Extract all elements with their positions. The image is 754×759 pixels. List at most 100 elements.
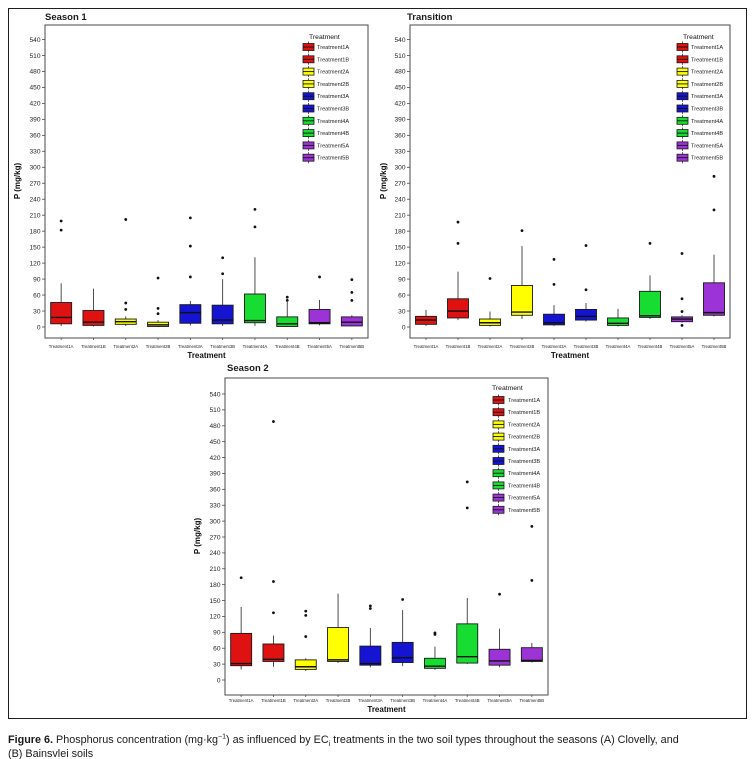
x-tick-label: Treatment4B (638, 344, 663, 349)
legend-item-label: Treatment3A (508, 447, 540, 453)
panel-title: Season 2 (227, 363, 269, 374)
y-tick-label: 0 (217, 677, 221, 684)
iqr-box (294, 659, 317, 670)
y-axis-title: P (mg/kg) (193, 518, 202, 555)
iqr-box (575, 308, 597, 321)
box-treatment3b (575, 244, 597, 322)
box-treatment4a (607, 308, 629, 327)
caption-text-2: ) as influenced by EC (226, 733, 329, 746)
legend-item-label: Treatment2B (691, 82, 723, 88)
legend-item-treatment2b: Treatment2B (676, 78, 723, 90)
legend-item-treatment2a: Treatment2A (302, 66, 349, 78)
y-tick-label: 240 (209, 550, 220, 557)
iqr-box (447, 298, 469, 319)
x-tick-label: Treatment3A (542, 344, 567, 349)
y-tick-label: 390 (29, 117, 40, 124)
x-tick-label: Treatment4A (243, 344, 268, 349)
caption-text-1: Phosphorus concentration (mg·kg (53, 733, 219, 746)
y-tick-label: 180 (394, 228, 405, 235)
x-tick-label: Treatment5A (307, 344, 332, 349)
y-tick-label: 150 (394, 244, 405, 251)
outlier-point (530, 525, 534, 528)
legend-item-treatment5a: Treatment5A (676, 139, 723, 151)
outlier-point (188, 216, 192, 220)
figure-caption: Figure 6. Phosphorus concentration (mg·k… (8, 733, 748, 759)
legend-item-treatment3b: Treatment3B (676, 103, 723, 114)
legend-item-label: Treatment5B (508, 508, 540, 514)
outlier-point (272, 420, 275, 423)
y-tick-label: 480 (209, 423, 220, 430)
legend-item-label: Treatment5B (317, 156, 349, 162)
legend: Treatment Treatment1A Treatment1B Treatment… (676, 34, 723, 164)
x-tick-label: Treatment5B (702, 344, 727, 349)
x-tick-label: Treatment3B (574, 344, 599, 349)
x-tick-label: Treatment1B (81, 344, 106, 349)
outlier-point (680, 310, 684, 313)
box-treatment3a (179, 216, 202, 326)
y-tick-label: 510 (394, 53, 405, 60)
y-tick-label: 270 (394, 181, 405, 188)
legend-item-label: Treatment5A (691, 143, 723, 149)
legend: Treatment Treatment1A Treatment1B Treatment… (302, 34, 349, 164)
panel-title: Transition (407, 12, 453, 23)
legend-item-treatment1a: Treatment1A (492, 394, 540, 406)
y-tick-label: 180 (209, 582, 220, 589)
x-tick-label: Treatment5A (487, 698, 512, 703)
outlier-point (680, 297, 684, 301)
x-tick-label: Treatment3B (210, 344, 235, 349)
x-tick-label: Treatment5B (340, 344, 365, 349)
x-tick-label: Treatment1B (446, 344, 471, 349)
y-tick-label: 180 (29, 228, 40, 235)
iqr-box (340, 316, 363, 327)
legend-item-treatment3b: Treatment3B (302, 103, 349, 114)
x-tick-label: Treatment4B (455, 698, 480, 703)
outlier-point (680, 324, 684, 327)
legend-item-label: Treatment4B (691, 131, 723, 137)
iqr-box (543, 313, 565, 326)
boxplot-transition: Transition 0 30 60 90 120 150 180 210 240 270 300 33… (379, 12, 731, 360)
iqr-box (50, 302, 73, 325)
y-tick-label: 540 (394, 37, 405, 44)
outlier-point (368, 607, 372, 610)
y-tick-label: 90 (398, 276, 406, 283)
y-tick-label: 300 (29, 165, 40, 172)
box-treatment5b (340, 278, 363, 327)
y-tick-label: 300 (209, 518, 220, 525)
y-axis-title: P (mg/kg) (379, 163, 388, 200)
x-tick-label: Treatment2B (510, 344, 535, 349)
outlier-point (221, 272, 225, 276)
x-tick-label: Treatment1B (261, 698, 286, 703)
box-treatment1a (50, 219, 73, 326)
y-tick-label: 450 (209, 439, 220, 446)
boxplot-season-2: Season 2 0 30 60 90 120 150 180 210 240 270 300 330 3… (193, 363, 549, 714)
legend-item-label: Treatment3B (317, 107, 349, 113)
outlier-point (350, 298, 354, 302)
outlier-point (253, 207, 257, 211)
legend-item-label: Treatment1A (691, 45, 723, 51)
y-tick-label: 390 (394, 117, 405, 124)
x-tick-label: Treatment3A (358, 698, 383, 703)
legend: Treatment Treatment1A Treatment1B Treatment… (492, 385, 540, 516)
outlier-point (456, 220, 460, 224)
legend-item-treatment4a: Treatment4A (302, 115, 349, 127)
x-tick-label: Treatment5B (520, 698, 545, 703)
y-tick-label: 300 (394, 165, 405, 172)
outlier-point (712, 174, 716, 178)
legend-item-label: Treatment2A (508, 422, 540, 428)
legend-item-treatment5a: Treatment5A (302, 139, 349, 151)
box-treatment1a (230, 576, 253, 670)
x-tick-label: Treatment2A (113, 344, 138, 349)
outlier-point (680, 252, 684, 255)
caption-line-2: (B) Bainsvlei soils (8, 747, 94, 759)
legend-item-label: Treatment1B (508, 410, 540, 416)
legend-item-treatment4a: Treatment4A (492, 467, 540, 479)
outlier-point (498, 592, 501, 596)
legend-item-label: Treatment3B (691, 107, 723, 113)
box-treatment4b (639, 242, 661, 320)
box-treatment1b (82, 288, 105, 327)
y-tick-label: 420 (209, 455, 220, 462)
x-tick-label: Treatment2A (293, 698, 318, 703)
outlier-point (350, 278, 354, 282)
x-tick-label: Treatment4A (606, 344, 631, 349)
outlier-point (124, 301, 128, 305)
